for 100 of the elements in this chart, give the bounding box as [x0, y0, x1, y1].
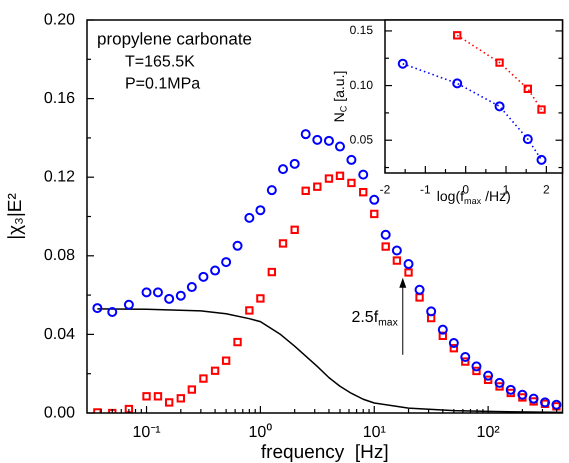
point: [392, 245, 402, 256]
y-tick-label: 0.04: [44, 326, 76, 343]
point: [540, 397, 550, 408]
point: [233, 338, 242, 346]
y-tick-label: 0.08: [44, 247, 76, 264]
x-tick-label: 10⁻¹: [132, 424, 161, 442]
point: [312, 134, 322, 145]
point: [414, 284, 425, 295]
point: [278, 164, 288, 174]
point: [506, 384, 516, 395]
point: [495, 58, 504, 67]
point: [210, 266, 220, 276]
y-tick-label: 0.12: [44, 168, 76, 186]
point: [506, 388, 515, 398]
point: [517, 390, 528, 400]
x-tick-label: 10¹: [362, 424, 386, 442]
point: [392, 256, 402, 265]
point: [245, 306, 254, 315]
point: [324, 174, 334, 183]
point: [404, 259, 414, 270]
point: [494, 101, 505, 112]
point: [551, 400, 562, 410]
point: [244, 212, 254, 223]
point: [256, 294, 265, 303]
point: [359, 188, 368, 196]
point: [313, 182, 322, 191]
point: [524, 84, 532, 94]
point: [450, 344, 458, 352]
point: [370, 210, 378, 218]
point: [142, 287, 152, 298]
y-tick-label: 0.05: [350, 132, 374, 147]
x-tick-label: 10²: [476, 424, 500, 442]
annotation: P=0.1MPa: [125, 75, 200, 92]
point: [483, 370, 494, 381]
point: [268, 268, 276, 276]
point: [221, 257, 232, 268]
point: [266, 185, 277, 196]
point: [415, 293, 424, 302]
x-tick-label: 10⁰: [248, 423, 272, 442]
point: [471, 361, 482, 372]
point: [438, 332, 447, 340]
point: [290, 226, 299, 234]
point: [536, 154, 547, 165]
point: [369, 194, 380, 205]
point: [324, 136, 334, 146]
point: [290, 158, 300, 169]
point: [518, 393, 527, 402]
point: [347, 178, 356, 188]
y-tick-label: 0.20: [44, 11, 76, 28]
point: [495, 382, 504, 391]
y-axis-title: |χ₃|E²: [5, 193, 26, 240]
point: [529, 397, 538, 406]
point: [142, 392, 151, 400]
point: [404, 268, 413, 277]
point: [300, 129, 311, 140]
point: [278, 239, 288, 248]
point: [164, 294, 174, 304]
point: [154, 392, 162, 400]
point: [461, 357, 470, 366]
point: [188, 385, 196, 394]
point: [346, 154, 356, 165]
point: [334, 142, 345, 152]
point: [448, 338, 459, 348]
y-tick-label: 0.16: [44, 90, 76, 108]
point: [453, 31, 462, 40]
point: [255, 205, 266, 216]
x-tick-label: -2: [380, 182, 391, 197]
point: [152, 287, 163, 298]
point: [210, 366, 220, 375]
point: [438, 324, 448, 335]
point: [302, 186, 310, 195]
x-tick-label: -1: [420, 182, 431, 197]
x-axis-title: frequency [Hz]: [260, 442, 389, 463]
annotation: propylene carbonate: [97, 30, 252, 49]
x-tick-label: 2: [543, 182, 550, 197]
point: [164, 398, 174, 407]
point: [452, 78, 462, 88]
point: [426, 306, 436, 316]
point: [222, 356, 230, 365]
point: [336, 172, 344, 180]
point: [537, 105, 546, 114]
point: [528, 394, 539, 404]
point: [186, 282, 197, 292]
point: [484, 376, 492, 384]
y-tick-label: 0.10: [350, 78, 374, 92]
y-axis-title: NC [a.u.]: [330, 70, 349, 122]
point: [460, 352, 470, 362]
point: [494, 378, 505, 388]
point: [232, 240, 243, 251]
point: [198, 272, 208, 282]
point: [398, 58, 408, 69]
point: [380, 230, 391, 240]
point: [426, 314, 436, 322]
annotation: T=165.5K: [125, 53, 196, 70]
y-tick-label: 0.00: [44, 404, 76, 422]
point: [382, 242, 390, 251]
point: [176, 394, 185, 402]
point: [552, 402, 561, 410]
point: [199, 374, 208, 383]
point: [522, 134, 533, 144]
